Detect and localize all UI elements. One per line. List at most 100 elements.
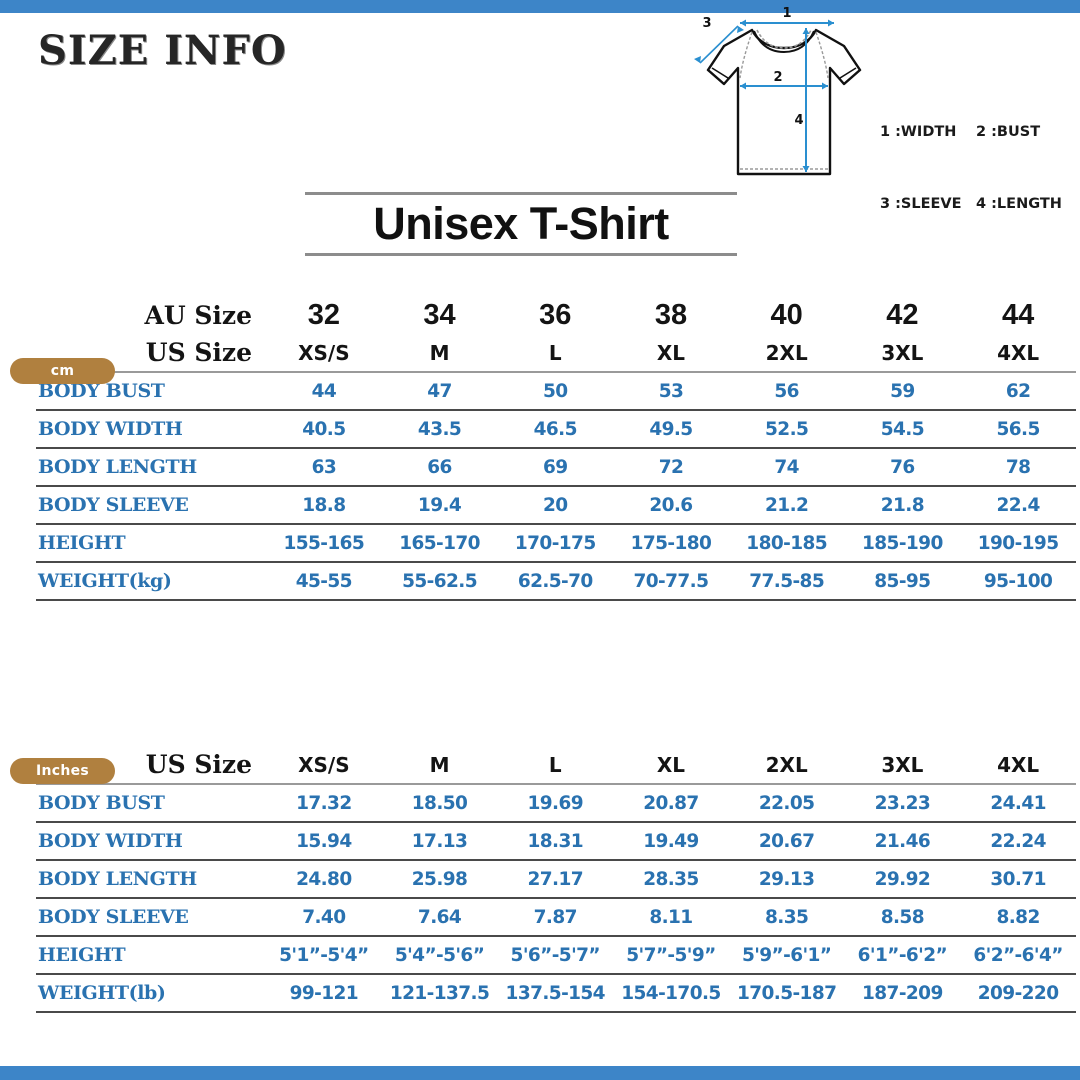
table-row: WEIGHT(kg) 45-55 55-62.5 62.5-70 70-77.5 77.5… <box>36 562 1076 601</box>
title-rule-bottom <box>305 253 737 256</box>
measurement-value: 121-137.5 <box>381 974 498 1013</box>
measure-sleeve-arrows <box>694 26 744 63</box>
measurement-label: WEIGHT(kg) <box>36 562 266 601</box>
legend-item-width: 1 :WIDTH <box>880 124 957 140</box>
measurement-value: 74 <box>774 456 799 478</box>
measurement-value: 27.17 <box>527 868 584 890</box>
measurement-value: 78 <box>1005 456 1031 478</box>
measurement-label: HEIGHT <box>38 532 126 554</box>
measurement-value: 5'9”-6'1” <box>741 944 832 966</box>
size-header-row: US Size XS/S M L XL 2XL 3XL 4XL <box>36 746 1076 784</box>
size-header-value: 36 <box>539 298 572 331</box>
measurement-value: 175-180 <box>630 532 712 554</box>
measurement-value: 5'7”-5'9” <box>626 944 716 966</box>
size-table-inches: Inches US Size XS/S M L XL 2XL 3XL 4XL BODY BUST… <box>0 746 1080 1013</box>
measurement-value: 15.94 <box>296 830 352 852</box>
measurement-value: 53 <box>658 380 684 402</box>
unit-badge-inches: Inches <box>10 758 115 784</box>
measure-sleeve-line <box>699 25 739 64</box>
tshirt-left-cuff-line <box>711 67 729 79</box>
measurement-value: 17.32 <box>296 792 352 814</box>
tshirt-collar <box>753 30 815 54</box>
measurement-value: 19.69 <box>527 792 584 814</box>
measurement-value: 56 <box>774 380 799 402</box>
measurement-label: BODY SLEEVE <box>38 906 189 928</box>
measurement-value: 20.67 <box>758 830 815 852</box>
measurement-value: 5'1”-5'4” <box>279 944 369 966</box>
size-header-value: M <box>429 752 450 777</box>
measurement-value: 19.49 <box>643 830 699 852</box>
page-title: SIZE INFO <box>38 27 287 74</box>
size-header-label: AU Size <box>144 300 252 330</box>
measurement-value: 62 <box>1005 380 1031 402</box>
measurement-value: 19.4 <box>417 494 462 516</box>
size-grid-inches: US Size XS/S M L XL 2XL 3XL 4XL BODY BUST 17.32 18… <box>36 746 1076 1013</box>
measurement-value: 47 <box>427 380 452 402</box>
size-header-value: M <box>429 340 450 365</box>
measurement-value: 29.13 <box>758 868 815 890</box>
size-table-cm: cm AU Size 32 34 36 38 40 42 44 US Size XS/S M L XL 2… <box>0 296 1080 601</box>
legend-item-bust: 2 :BUST <box>976 124 1041 140</box>
measurement-label: BODY WIDTH <box>38 830 183 852</box>
table-row: WEIGHT(lb) 99-121 121-137.5 137.5-154 154-17… <box>36 974 1076 1013</box>
measurement-value: 165-170 <box>399 532 480 554</box>
top-accent-band <box>0 0 1080 13</box>
measurement-value: 8.35 <box>765 906 809 928</box>
measurement-value: 46.5 <box>533 418 578 440</box>
size-header-label: US Size <box>145 750 252 779</box>
measurement-value: 95-100 <box>960 562 1076 601</box>
measurement-value: 7.87 <box>533 906 578 928</box>
measure-label-4: 4 <box>794 113 803 128</box>
measurement-value: 55-62.5 <box>381 562 498 601</box>
measurement-value: 29.92 <box>874 868 931 890</box>
measurement-value: 18.8 <box>302 494 346 516</box>
tshirt-left-seam <box>739 31 753 79</box>
legend-row: 3 :SLEEVE 4 :LENGTH <box>880 192 1072 216</box>
measurement-value: 70-77.5 <box>613 562 729 601</box>
measurement-value: 24.41 <box>990 792 1046 814</box>
measurement-value: 7.40 <box>302 906 346 928</box>
measurement-value: 40.5 <box>302 418 346 440</box>
measurement-value: 6'1”-6'2” <box>857 944 948 966</box>
measurement-value: 69 <box>542 456 568 478</box>
measurement-value: 23.23 <box>874 792 931 814</box>
legend-row: 1 :WIDTH 2 :BUST <box>880 120 1072 144</box>
size-header-value: 42 <box>886 298 919 331</box>
size-header-value: XS/S <box>298 752 350 777</box>
table-row: BODY BUST 44 47 50 53 56 59 62 <box>36 372 1076 410</box>
measurement-value: 190-195 <box>977 532 1059 554</box>
measurement-value: 44 <box>311 380 337 402</box>
measurement-value: 76 <box>890 456 915 478</box>
size-header-row: US Size XS/S M L XL 2XL 3XL 4XL <box>36 334 1076 372</box>
measurement-value: 185-190 <box>862 532 943 554</box>
size-header-value: 38 <box>654 298 688 331</box>
size-header-value: 2XL <box>765 752 808 777</box>
tshirt-right-seam <box>815 31 829 79</box>
measurement-value: 154-170.5 <box>613 974 729 1013</box>
measurement-value: 18.31 <box>527 830 584 852</box>
table-row: BODY WIDTH 40.5 43.5 46.5 49.5 52.5 54.5 56.5 <box>36 410 1076 448</box>
measurement-value: 155-165 <box>283 532 365 554</box>
table-row: BODY LENGTH 63 66 69 72 74 76 78 <box>36 448 1076 486</box>
measurement-value: 43.5 <box>417 418 462 440</box>
measurement-value: 24.80 <box>296 868 352 890</box>
tshirt-right-cuff-line <box>839 67 857 79</box>
measurement-value: 77.5-85 <box>728 562 845 601</box>
measurement-value: 187-209 <box>844 974 961 1013</box>
size-header-value: 2XL <box>765 340 808 365</box>
measurement-label: BODY BUST <box>38 380 165 402</box>
table-row: BODY BUST 17.32 18.50 19.69 20.87 22.05 23.23 2… <box>36 784 1076 822</box>
size-header-label: US Size <box>145 338 252 367</box>
measurement-label: HEIGHT <box>38 944 126 966</box>
size-header-value: 40 <box>770 298 803 331</box>
tshirt-left-cuff <box>706 45 725 85</box>
measurement-value: 66 <box>427 456 452 478</box>
measurement-value: 85-95 <box>844 562 961 601</box>
size-header-value: 3XL <box>881 752 924 777</box>
product-title-banner: Unisex T-Shirt <box>305 192 737 256</box>
measurement-value: 54.5 <box>880 418 925 440</box>
measurement-value: 63 <box>311 456 337 478</box>
measurement-label: WEIGHT(lb) <box>36 974 266 1013</box>
measure-label-2: 2 <box>773 70 782 85</box>
